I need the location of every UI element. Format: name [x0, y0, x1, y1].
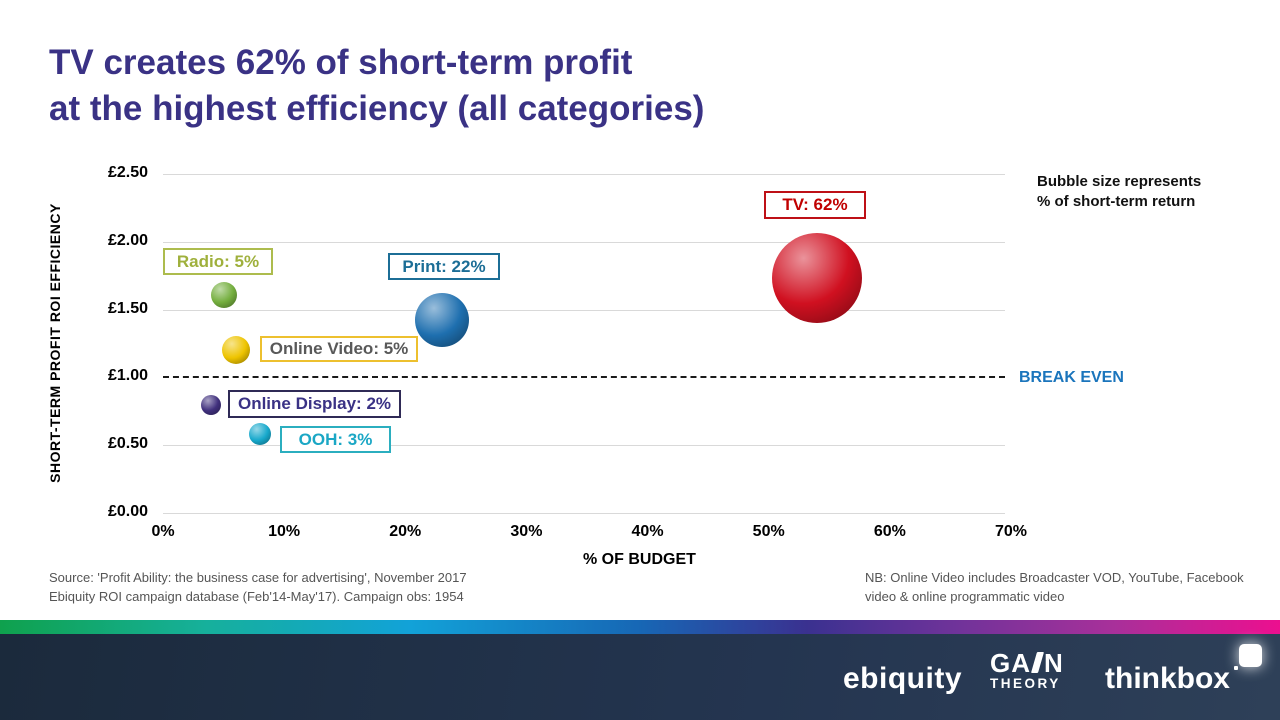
page-title-line1: TV creates 62% of short-term profit: [49, 43, 633, 82]
page-title: TV creates 62% of short-term profit at th…: [49, 40, 704, 132]
ebiquity-logo: ebiquity: [843, 662, 963, 695]
x-tick-label: 0%: [151, 523, 175, 540]
source-note-line1: Source: 'Profit Ability: the business ca…: [49, 570, 467, 585]
thinkbox-logo-text: thinkbox: [1105, 662, 1230, 695]
gain-theory-n: N: [1044, 648, 1064, 678]
y-tick-label: £1.00: [107, 367, 148, 385]
bubble-size-note-line2: % of short-term return: [1037, 193, 1196, 210]
x-tick-label: 20%: [389, 523, 422, 540]
bubble-ooh: [248, 423, 271, 446]
x-tick-label: 10%: [268, 523, 301, 540]
label-print: Print: 22%: [388, 253, 500, 280]
gain-theory-logo-top: GA N: [990, 650, 1064, 676]
bubble-online-video: [221, 336, 250, 365]
x-axis-title: % OF BUDGET: [583, 551, 696, 568]
thinkbox-logo: thinkbox: [1105, 644, 1262, 696]
label-online-display: Online Display: 2%: [228, 390, 401, 418]
gridline-0.00: [163, 513, 1005, 514]
source-note-line2: Ebiquity ROI campaign database (Feb'14-M…: [49, 589, 464, 604]
nb-note: NB: Online Video includes Broadcaster VO…: [865, 568, 1244, 606]
label-online-video: Online Video: 5%: [260, 336, 418, 362]
y-tick-label: £1.50: [107, 299, 148, 317]
gridline-2.00: [163, 241, 1005, 243]
break-even-label: BREAK EVEN: [1019, 369, 1124, 386]
bubble-size-note: Bubble size represents % of short-term re…: [1037, 172, 1201, 212]
x-tick-label: 50%: [752, 523, 785, 540]
y-tick-label: £0.00: [107, 503, 148, 520]
footer: ebiquity GA N THEORY thinkbox: [0, 634, 1280, 720]
x-tick-label: 40%: [631, 523, 664, 540]
y-axis-title: SHORT-TERM PROFIT ROI EFFICIENCY: [47, 203, 63, 483]
gain-theory-slanted-i-icon: [1030, 651, 1045, 673]
gridline-1.50: [163, 309, 1005, 311]
bubble-radio: [210, 281, 237, 308]
x-tick-label: 30%: [510, 523, 543, 540]
gain-theory-ga: GA: [990, 648, 1031, 678]
bubble-size-note-line1: Bubble size represents: [1037, 173, 1202, 190]
bubble-tv: [772, 233, 863, 324]
page-title-line2: at the highest efficiency (all categorie…: [49, 89, 705, 128]
gain-theory-logo: GA N THEORY: [990, 650, 1064, 692]
y-tick-label: £0.50: [107, 435, 148, 453]
x-tick-label: 60%: [873, 523, 906, 540]
gain-theory-logo-bottom: THEORY: [990, 676, 1061, 691]
bubble-print: [414, 293, 469, 348]
label-radio: Radio: 5%: [163, 248, 273, 275]
nb-note-line1: NB: Online Video includes Broadcaster VO…: [865, 570, 1244, 585]
break-even-line: [163, 376, 1005, 379]
y-tick-label: £2.50: [107, 164, 148, 181]
label-tv: TV: 62%: [764, 191, 866, 219]
gridline-2.50: [163, 174, 1005, 175]
footer-gradient-bar: [0, 620, 1280, 634]
thinkbox-box-icon: [1239, 644, 1262, 667]
nb-note-line2: video & online programmatic video: [865, 589, 1065, 604]
gridline-0.50: [163, 445, 1005, 447]
source-note: Source: 'Profit Ability: the business ca…: [49, 568, 467, 606]
thinkbox-dot-icon: [1234, 666, 1238, 670]
bubble-online-display: [201, 394, 222, 415]
x-tick-label: 70%: [994, 523, 1027, 540]
y-tick-label: £2.00: [107, 231, 148, 249]
label-ooh: OOH: 3%: [280, 426, 391, 453]
